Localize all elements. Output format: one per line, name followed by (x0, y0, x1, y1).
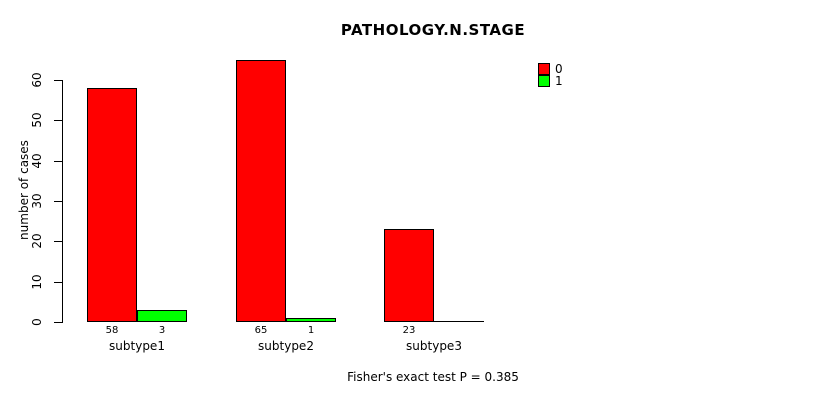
bar-value-label: 1 (307, 325, 315, 336)
chart-title: PATHOLOGY.N.STAGE (340, 21, 526, 39)
y-axis-tick (54, 241, 62, 242)
y-axis-tick (54, 322, 62, 323)
y-axis-tick (54, 161, 62, 162)
y-axis-tick (54, 201, 62, 202)
bar-subtype3-series1 (434, 321, 484, 322)
legend-label: 1 (555, 74, 563, 88)
x-category-label: subtype1 (109, 339, 165, 353)
bar-value-label: 58 (105, 325, 119, 336)
bar-subtype2-series1 (286, 318, 336, 322)
y-axis-tick (54, 120, 62, 121)
fisher-test-annotation: Fisher's exact test P = 0.385 (347, 370, 519, 384)
bar-subtype1-series0 (87, 88, 137, 322)
legend-entry: 0 (538, 63, 563, 75)
y-tick-label: 60 (30, 72, 44, 88)
bar-subtype3-series0 (384, 229, 434, 322)
y-axis-tick (54, 80, 62, 81)
bar-value-label: 3 (158, 325, 166, 336)
bar-value-label: 23 (402, 325, 416, 336)
bar-subtype1-series1 (137, 310, 187, 322)
x-category-label: subtype3 (406, 339, 462, 353)
x-category-label: subtype2 (258, 339, 314, 353)
bar-value-label: 65 (254, 325, 268, 336)
bar-subtype2-series0 (236, 60, 286, 322)
legend-swatch-icon (538, 63, 550, 75)
legend-entry: 1 (538, 75, 563, 87)
legend-label: 0 (555, 62, 563, 76)
y-axis-line (62, 80, 63, 323)
legend-swatch-icon (538, 75, 550, 87)
y-axis-tick (54, 282, 62, 283)
